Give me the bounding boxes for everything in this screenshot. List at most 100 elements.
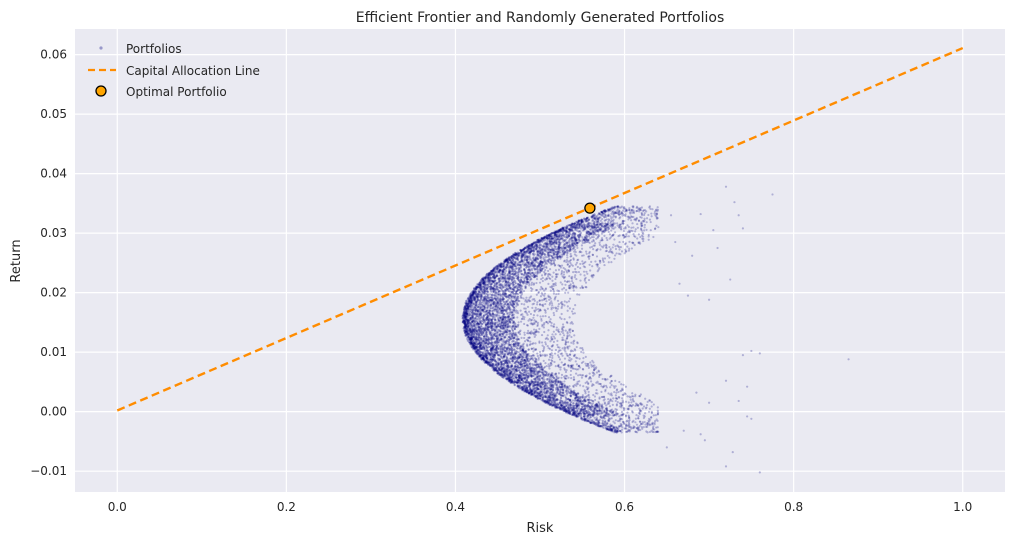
portfolio-point	[588, 372, 591, 375]
portfolio-point	[600, 210, 603, 213]
portfolio-point	[528, 253, 532, 256]
portfolio-point	[540, 317, 543, 321]
portfolio-point	[533, 322, 536, 325]
portfolio-point	[570, 335, 573, 339]
portfolio-point	[610, 379, 613, 383]
portfolio-point	[590, 215, 594, 218]
portfolio-point	[595, 419, 598, 422]
portfolio-point	[494, 297, 497, 300]
portfolio-point	[634, 230, 637, 233]
portfolio-point	[536, 314, 539, 317]
portfolio-point	[602, 423, 605, 427]
portfolio-point	[543, 400, 546, 403]
portfolio-point	[570, 321, 573, 324]
portfolio-point	[592, 219, 595, 222]
portfolio-point	[579, 223, 582, 226]
portfolio-point	[597, 423, 600, 426]
portfolio-point	[640, 224, 643, 228]
portfolio-point	[640, 206, 644, 209]
portfolio-point	[588, 255, 591, 258]
portfolio-point	[627, 249, 631, 252]
portfolio-point	[533, 310, 536, 313]
portfolio-point	[520, 293, 523, 296]
portfolio-point	[633, 234, 636, 238]
portfolio-point	[533, 299, 536, 302]
portfolio-point	[485, 273, 489, 276]
portfolio-point	[634, 421, 637, 424]
portfolio-point	[580, 247, 584, 250]
portfolio-point	[615, 389, 618, 392]
portfolio-point	[597, 421, 601, 424]
portfolio-point	[632, 232, 635, 236]
portfolio-point	[616, 205, 619, 208]
portfolio-point	[566, 331, 569, 334]
portfolio-point	[525, 250, 528, 253]
portfolio-point	[558, 401, 561, 405]
portfolio-point	[637, 241, 640, 245]
portfolio-point	[489, 322, 492, 326]
plot-area-background	[75, 29, 1005, 492]
portfolio-point	[493, 325, 496, 328]
portfolio-point	[602, 244, 606, 247]
portfolio-point	[480, 347, 484, 350]
portfolio-point	[561, 303, 564, 306]
portfolio-point	[573, 354, 576, 357]
portfolio-point	[639, 235, 642, 239]
portfolio-point	[543, 273, 547, 276]
portfolio-point	[518, 266, 521, 270]
portfolio-point	[608, 256, 611, 259]
portfolio-point	[560, 312, 563, 316]
portfolio-point	[622, 401, 625, 404]
portfolio-point	[587, 218, 590, 222]
portfolio-point	[546, 334, 549, 337]
portfolio-point	[535, 308, 538, 311]
portfolio-point	[534, 334, 537, 337]
portfolio-point	[554, 269, 558, 272]
portfolio-point	[593, 368, 596, 371]
portfolio-point	[572, 385, 575, 389]
portfolio-point	[549, 289, 552, 292]
portfolio-point	[554, 398, 557, 401]
portfolio-point	[543, 297, 546, 300]
portfolio-point	[524, 389, 527, 392]
portfolio-point	[644, 397, 647, 400]
portfolio-point	[622, 393, 625, 396]
portfolio-point	[466, 324, 469, 327]
portfolio-point	[614, 430, 617, 433]
portfolio-point	[483, 344, 486, 348]
portfolio-point	[624, 427, 627, 430]
portfolio-point	[566, 305, 569, 308]
portfolio-point	[463, 314, 466, 317]
portfolio-point	[625, 423, 628, 426]
portfolio-point	[579, 412, 582, 415]
portfolio-point	[647, 213, 650, 217]
portfolio-point	[572, 307, 575, 311]
portfolio-point	[550, 324, 553, 327]
portfolio-point	[476, 322, 479, 325]
portfolio-point	[568, 356, 571, 359]
portfolio-point	[534, 320, 537, 323]
portfolio-point	[650, 215, 653, 218]
portfolio-point	[600, 213, 604, 216]
portfolio-point	[541, 276, 544, 280]
portfolio-point	[599, 382, 602, 386]
portfolio-point	[572, 376, 575, 379]
portfolio-point	[522, 254, 525, 257]
portfolio-point	[519, 313, 523, 316]
portfolio-point	[559, 333, 562, 336]
portfolio-point	[611, 216, 614, 219]
portfolio-point	[536, 252, 539, 256]
portfolio-point	[568, 275, 571, 278]
portfolio-point	[583, 389, 586, 392]
portfolio-point	[560, 376, 563, 379]
portfolio-point	[586, 216, 589, 219]
portfolio-point	[604, 227, 607, 230]
portfolio-point	[582, 419, 585, 422]
portfolio-point	[530, 283, 533, 286]
portfolio-point	[609, 417, 612, 420]
portfolio-point	[544, 287, 548, 290]
portfolio-point	[536, 352, 539, 355]
portfolio-point	[595, 366, 598, 369]
portfolio-point	[532, 283, 535, 286]
portfolio-point	[517, 251, 520, 255]
